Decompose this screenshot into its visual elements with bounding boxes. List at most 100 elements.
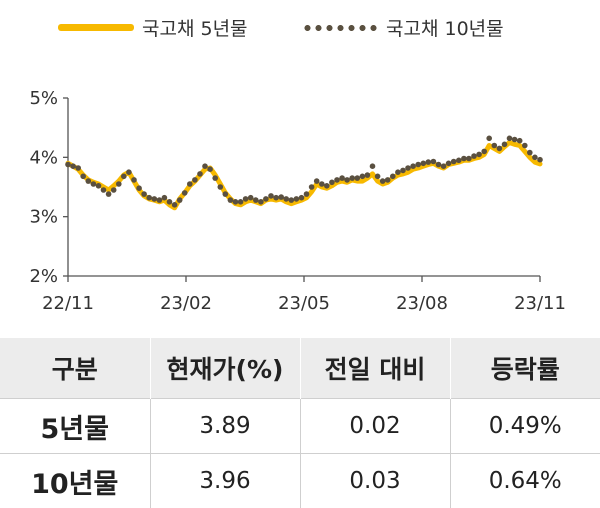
series-10yr-point [106, 191, 112, 197]
row-label: 10년물 [0, 454, 150, 508]
series-10yr-point [157, 197, 163, 203]
y-tick-label: 3% [29, 207, 58, 228]
series-10yr-point [167, 199, 173, 205]
series-10yr-point [329, 180, 335, 186]
table-header-row: 구분 현재가(%) 전일 대비 등락률 [0, 338, 600, 399]
series-10yr-point [253, 197, 259, 203]
series-10yr-point [136, 185, 142, 191]
yield-table: 구분 현재가(%) 전일 대비 등락률 5년물 3.89 0.02 0.49% … [0, 338, 600, 508]
series-10yr-point [212, 175, 218, 181]
table-row: 5년물 3.89 0.02 0.49% [0, 399, 600, 454]
series-10yr-point [532, 155, 538, 161]
series-10yr-point [238, 199, 244, 205]
series-10yr-point [121, 174, 127, 180]
series-10yr-point [207, 166, 213, 172]
series-10yr-point [497, 146, 503, 152]
series-10yr-point [421, 161, 427, 167]
series-10yr-point [360, 174, 366, 180]
header-change: 전일 대비 [300, 338, 450, 399]
series-10yr-point [375, 174, 381, 180]
series-10yr-point [233, 199, 239, 205]
series-10yr-point [263, 196, 269, 202]
series-10yr-point [365, 172, 371, 178]
series-10yr-point [116, 181, 122, 187]
series-10yr-point [218, 184, 224, 190]
y-tick-label: 2% [29, 266, 58, 287]
current-value: 3.89 [150, 399, 300, 454]
series-10yr-point [197, 171, 203, 177]
y-tick-label: 4% [29, 147, 58, 168]
series-10yr-point [441, 163, 447, 169]
series-10yr-point [70, 163, 76, 169]
series-10yr-point [512, 137, 518, 143]
series-10yr-point [248, 195, 254, 201]
series-10yr-point [172, 202, 178, 208]
series-10yr-point [355, 175, 361, 181]
series-10yr-point [294, 196, 300, 202]
series-10yr-point [405, 165, 411, 171]
y-tick-label: 5% [29, 88, 58, 109]
series-10yr-point [101, 187, 107, 193]
series-10yr-point [96, 183, 102, 189]
series-10yr-point [91, 181, 97, 187]
series-10yr-point [86, 178, 92, 184]
series-10yr-point [75, 165, 81, 171]
x-tick-label: 23/02 [160, 293, 212, 314]
series-10yr-point [192, 177, 198, 183]
series-10yr-point [380, 178, 386, 184]
series-10yr-point [319, 181, 325, 187]
series-10yr-point [187, 181, 193, 187]
series-10yr [65, 136, 543, 208]
series-10yr-point [283, 196, 289, 202]
series-10yr-point [126, 169, 132, 175]
series-10yr-point [339, 175, 345, 181]
series-10yr-point [141, 191, 147, 197]
series-10yr-point [162, 195, 168, 201]
series-10yr-point [349, 175, 355, 181]
series-10yr-point [517, 138, 523, 144]
series-10yr-point [111, 187, 117, 193]
series-10yr-point [334, 177, 340, 183]
series-10yr-point [431, 159, 437, 165]
series-10yr-point [80, 174, 86, 180]
series-10yr-point [492, 143, 498, 149]
series-10yr-point [451, 159, 457, 165]
x-tick-label: 23/11 [514, 293, 566, 314]
series-10yr-point [502, 142, 508, 148]
series-10yr-point [410, 163, 416, 169]
series-10yr-point [324, 183, 330, 189]
series-10yr-point [446, 161, 452, 167]
series-10yr-point [268, 193, 274, 199]
series-10yr-point [481, 149, 487, 155]
series-10yr-point [415, 162, 421, 168]
series-10yr-point [344, 177, 350, 183]
series-10yr-point [466, 156, 472, 162]
x-tick-label: 22/11 [42, 293, 94, 314]
series-10yr-point [471, 153, 477, 159]
series-10yr-point [507, 136, 513, 142]
series-10yr-point [522, 143, 528, 149]
series-10yr-point [461, 156, 467, 162]
series-10yr-point [436, 162, 442, 168]
series-10yr-point [537, 157, 543, 163]
series-10yr-point [258, 199, 264, 205]
series-10yr-point [395, 169, 401, 175]
series-10yr-point [476, 152, 482, 158]
series-10yr-point [223, 191, 229, 197]
series-10yr-point [65, 162, 71, 168]
series-10yr-point [385, 177, 391, 183]
series-10yr-point [202, 163, 208, 169]
change-value: 0.02 [300, 399, 450, 454]
series-10yr-point [400, 168, 406, 174]
series-10yr-point [228, 197, 234, 203]
series-10yr-point [177, 197, 183, 203]
series-10yr-point [243, 196, 249, 202]
header-category: 구분 [0, 338, 150, 399]
series-10yr-point [152, 196, 158, 202]
series-10yr-point [370, 163, 376, 169]
series-10yr-point [456, 158, 462, 164]
series-10yr-point [273, 195, 279, 201]
x-tick-label: 23/08 [396, 293, 448, 314]
